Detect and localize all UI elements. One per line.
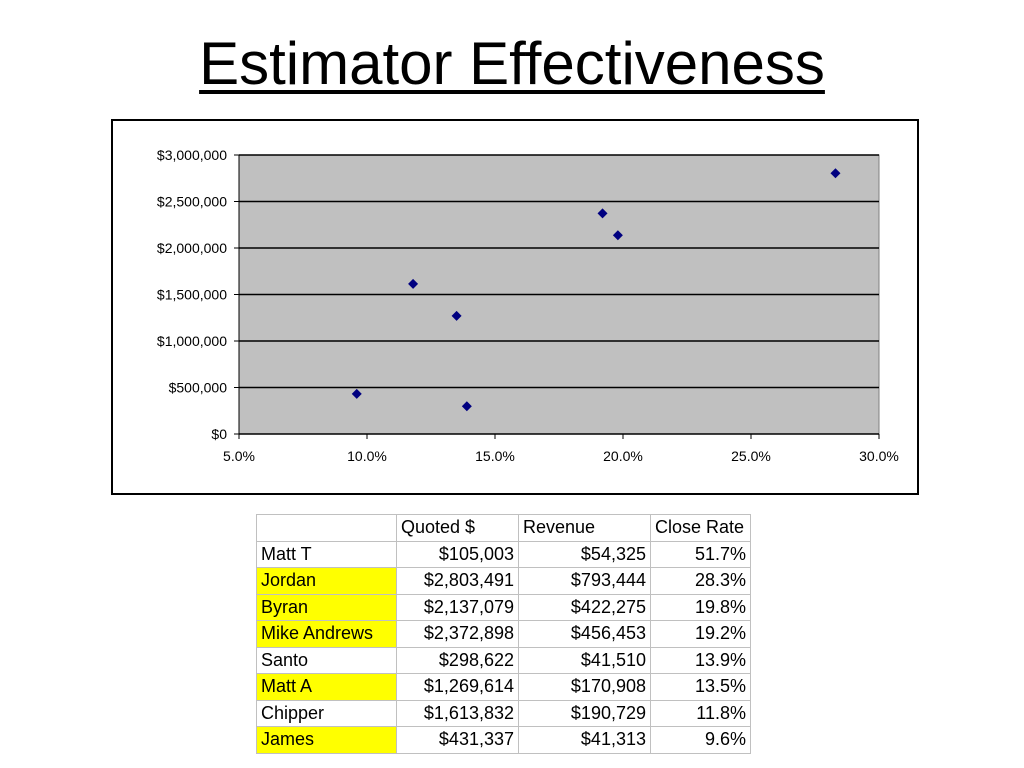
chart-frame: $0 $500,000 $1,000,000 $1,500,000 $2,000,000… — [111, 119, 919, 495]
data-point-marker — [461, 401, 472, 412]
y-tick-label: $500,000 — [169, 380, 228, 396]
header-cell-blank — [256, 514, 397, 542]
slide-title-text: Estimator Effectiveness — [199, 30, 825, 97]
row-name-cell: Mike Andrews — [256, 620, 397, 648]
table-row: Santo $298,622 $41,510 13.9% — [256, 646, 751, 674]
row-name-cell: James — [256, 726, 397, 754]
row-close-rate-cell: 51.7% — [650, 540, 751, 568]
row-close-rate-cell: 11.8% — [650, 699, 751, 727]
row-name-cell: Byran — [256, 593, 397, 621]
table-row: Mike Andrews $2,372,898 $456,453 19.2% — [256, 620, 751, 648]
y-tick-label: $2,000,000 — [157, 240, 227, 256]
row-quoted-cell: $105,003 — [396, 540, 519, 568]
x-tick-label: 30.0% — [859, 448, 899, 464]
row-name-cell: Jordan — [256, 567, 397, 595]
row-close-rate-cell: 13.5% — [650, 673, 751, 701]
row-quoted-cell: $2,372,898 — [396, 620, 519, 648]
header-cell-quoted: Quoted $ — [396, 514, 519, 542]
row-close-rate-cell: 19.2% — [650, 620, 751, 648]
table-header-row: Quoted $ Revenue Close Rate — [256, 514, 751, 542]
header-cell-close-rate: Close Rate — [650, 514, 751, 542]
table-row: Jordan $2,803,491 $793,444 28.3% — [256, 567, 751, 595]
row-name-cell: Chipper — [256, 699, 397, 727]
row-name-cell: Matt T — [256, 540, 397, 568]
row-revenue-cell: $170,908 — [518, 673, 651, 701]
table-row: Matt T $105,003 $54,325 51.7% — [256, 540, 751, 568]
row-quoted-cell: $1,269,614 — [396, 673, 519, 701]
y-tick-label: $3,000,000 — [157, 147, 227, 163]
data-point-marker — [612, 230, 623, 241]
row-revenue-cell: $41,510 — [518, 646, 651, 674]
slide-title: Estimator Effectiveness — [0, 28, 1024, 100]
x-tick-label: 20.0% — [603, 448, 643, 464]
row-quoted-cell: $1,613,832 — [396, 699, 519, 727]
data-point-marker — [597, 208, 608, 219]
row-revenue-cell: $41,313 — [518, 726, 651, 754]
row-quoted-cell: $298,622 — [396, 646, 519, 674]
data-point-marker — [408, 278, 419, 289]
row-quoted-cell: $431,337 — [396, 726, 519, 754]
row-revenue-cell: $456,453 — [518, 620, 651, 648]
row-name-cell: Matt A — [256, 673, 397, 701]
y-tick-label: $2,500,000 — [157, 194, 227, 210]
x-tick-label: 15.0% — [475, 448, 515, 464]
data-point-marker — [830, 168, 841, 179]
scatter-chart: $0 $500,000 $1,000,000 $1,500,000 $2,000,000… — [157, 147, 899, 464]
row-name-cell: Santo — [256, 646, 397, 674]
table-row: James $431,337 $41,313 9.6% — [256, 726, 751, 754]
data-point-marker — [351, 388, 362, 399]
row-revenue-cell: $190,729 — [518, 699, 651, 727]
row-quoted-cell: $2,803,491 — [396, 567, 519, 595]
y-tick-label: $0 — [211, 426, 227, 442]
x-tick-label: 25.0% — [731, 448, 771, 464]
row-close-rate-cell: 9.6% — [650, 726, 751, 754]
row-close-rate-cell: 19.8% — [650, 593, 751, 621]
y-tick-label: $1,000,000 — [157, 333, 227, 349]
x-tick-label: 10.0% — [347, 448, 387, 464]
row-quoted-cell: $2,137,079 — [396, 593, 519, 621]
x-tick-label: 5.0% — [223, 448, 255, 464]
table-row: Chipper $1,613,832 $190,729 11.8% — [256, 699, 751, 727]
table-row: Matt A $1,269,614 $170,908 13.5% — [256, 673, 751, 701]
y-tick-label: $1,500,000 — [157, 287, 227, 303]
row-revenue-cell: $793,444 — [518, 567, 651, 595]
estimator-table: Quoted $ Revenue Close Rate Matt T $105,0… — [256, 514, 751, 754]
data-point-marker — [451, 310, 462, 321]
row-close-rate-cell: 28.3% — [650, 567, 751, 595]
row-revenue-cell: $422,275 — [518, 593, 651, 621]
row-close-rate-cell: 13.9% — [650, 646, 751, 674]
row-revenue-cell: $54,325 — [518, 540, 651, 568]
table-row: Byran $2,137,079 $422,275 19.8% — [256, 593, 751, 621]
header-cell-revenue: Revenue — [518, 514, 651, 542]
